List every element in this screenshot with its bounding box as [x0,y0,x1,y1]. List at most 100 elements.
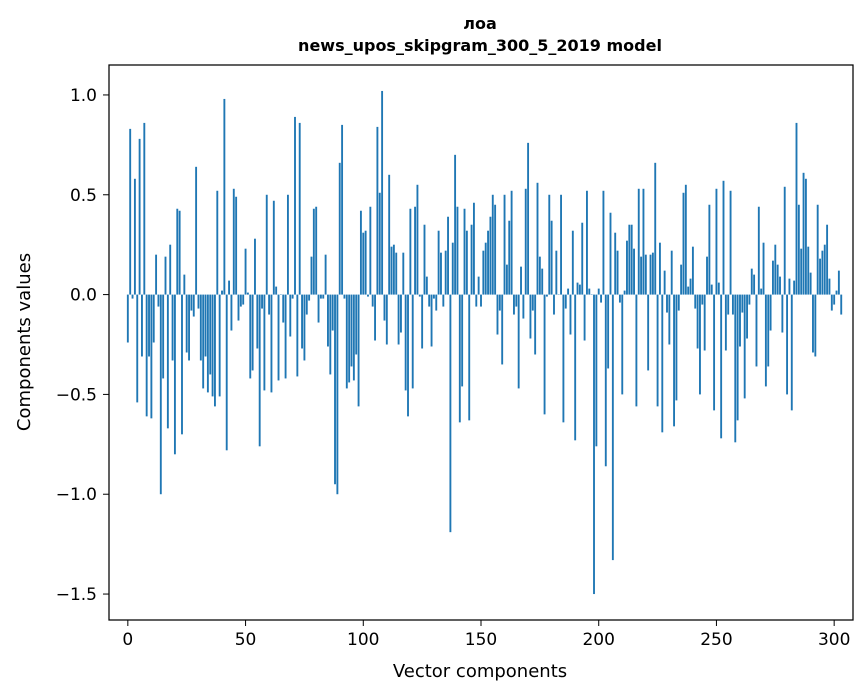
bar-269 [760,288,763,295]
bar-57 [261,294,263,309]
bar-201 [600,294,603,303]
bar-100 [362,232,365,295]
bar-282 [790,294,793,411]
bar-279 [783,186,786,295]
bar-213 [628,224,631,295]
bar-202 [602,190,605,295]
bar-67 [284,294,287,379]
bar-121 [411,294,414,389]
bar-287 [802,172,805,295]
x-tick-label: 300 [818,630,850,650]
bar-249 [713,294,716,411]
bar-141 [458,294,461,423]
bar-250 [715,188,718,295]
y-tick-label: −1.0 [56,485,97,505]
bar-188 [569,294,572,335]
bar-171 [529,294,532,339]
bar-192 [578,284,581,295]
bar-52 [249,294,252,379]
bar-47 [237,294,240,321]
bar-180 [550,220,553,295]
bar-83 [322,294,325,299]
bar-211 [623,290,626,295]
bar-220 [644,254,647,295]
x-tick-label: 100 [347,630,379,650]
bar-259 [736,294,739,421]
bar-179 [548,194,551,295]
bar-98 [357,294,360,407]
bar-87 [331,294,334,331]
bar-117 [402,252,405,295]
bar-61 [270,294,273,393]
bar-160 [503,194,506,295]
bar-206 [611,294,614,561]
bar-113 [392,244,395,295]
bar-123 [416,184,419,295]
x-axis-label: Vector components [393,661,567,682]
bar-241 [694,294,697,309]
bar-91 [341,124,344,295]
bar-228 [663,270,666,295]
bar-156 [494,204,497,295]
bar-64 [277,294,280,381]
bar-205 [609,212,612,295]
x-tick-label: 200 [582,630,614,650]
bar-119 [407,294,409,417]
bar-82 [319,294,322,299]
bar-46 [235,196,238,295]
bar-163 [510,190,513,295]
bar-226 [658,242,661,295]
bar-142 [461,294,464,387]
bar-55 [256,294,259,349]
bar-149 [477,276,480,295]
bar-300 [833,294,836,305]
bar-111 [388,174,391,295]
bar-36 [211,294,214,397]
bar-238 [687,286,690,295]
chart-title-line2: news_upos_skipgram_300_5_2019 model [298,36,662,55]
bar-263 [746,294,748,339]
bar-182 [555,250,558,295]
bar-99 [359,210,362,295]
bar-40 [221,290,223,295]
bar-223 [651,252,654,295]
bar-153 [487,230,489,295]
bar-15 [162,294,165,379]
bar-53 [251,294,254,371]
bar-95 [350,294,353,367]
bar-75 [303,294,306,361]
bar-264 [748,294,751,305]
bar-7 [143,122,146,295]
bar-257 [731,294,734,315]
bar-80 [315,206,318,295]
bar-89 [336,294,339,495]
bar-56 [258,294,261,447]
bar-132 [437,230,440,295]
bar-44 [230,294,233,331]
bar-252 [720,294,723,439]
bar-290 [809,272,812,295]
y-tick-label: 0.5 [70,186,97,206]
bar-45 [232,188,235,295]
bar-187 [567,288,570,295]
bar-146 [470,224,473,295]
bar-254 [724,294,727,351]
bar-108 [381,90,384,295]
bar-272 [767,294,770,367]
bar-215 [633,248,635,295]
bar-285 [797,204,800,295]
bar-195 [586,190,588,295]
bar-299 [830,294,833,311]
bar-94 [348,294,351,383]
bar-58 [263,294,266,391]
bar-96 [352,294,355,381]
bar-297 [826,224,829,295]
bar-49 [242,294,245,305]
bar-13 [157,294,160,307]
bar-10 [150,294,153,419]
bar-251 [717,282,720,295]
y-tick-label: 1.0 [70,86,97,106]
bar-4 [136,294,139,403]
bar-203 [604,294,607,467]
bar-54 [254,238,256,295]
